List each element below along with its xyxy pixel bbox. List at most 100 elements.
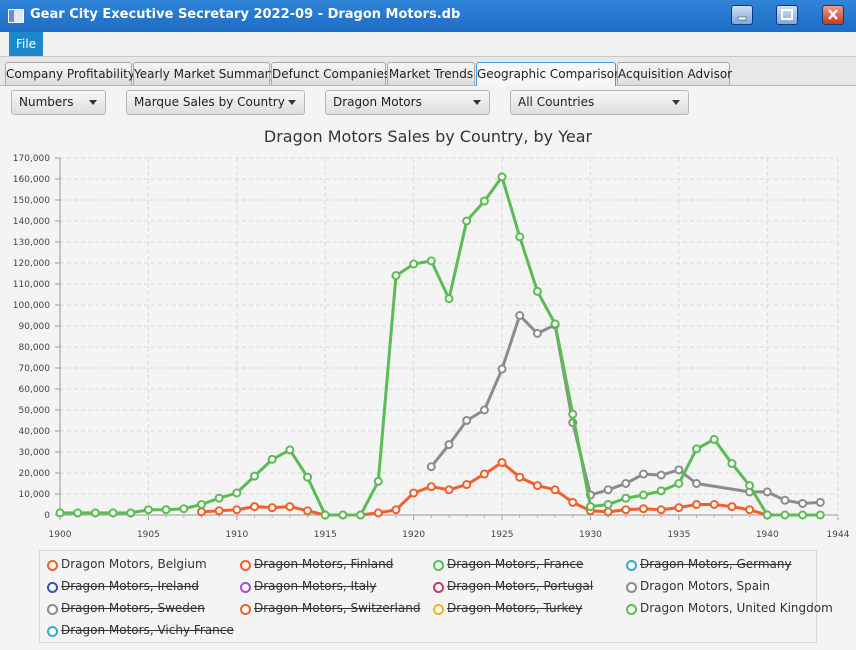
- data-point-united-kingdom: [426, 256, 436, 266]
- tab-yearly-market-summary[interactable]: Yearly Market Summary: [133, 62, 277, 85]
- data-point-united-kingdom: [745, 481, 755, 491]
- y-tick-label: 60,000: [19, 385, 51, 395]
- y-tick-label: 90,000: [19, 322, 51, 332]
- x-tick-label: 1910: [225, 530, 248, 540]
- data-point-belgium: [745, 505, 755, 515]
- legend-marker-icon: [47, 626, 58, 637]
- data-point-united-kingdom: [497, 172, 507, 182]
- legend-marker-icon: [240, 604, 251, 615]
- legend-marker-icon: [626, 560, 637, 571]
- data-point-united-kingdom: [479, 196, 489, 206]
- close-button[interactable]: [822, 5, 844, 25]
- legend-marker-icon: [433, 582, 444, 593]
- data-point-united-kingdom: [126, 508, 136, 518]
- x-tick-label: 1930: [579, 530, 602, 540]
- data-point-belgium: [479, 469, 489, 479]
- data-point-belgium: [550, 485, 560, 495]
- legend-label: Dragon Motors, Finland: [254, 557, 394, 571]
- x-tick-label: 1920: [402, 530, 425, 540]
- data-point-united-kingdom: [108, 508, 118, 518]
- data-point-belgium: [303, 506, 313, 516]
- data-point-united-kingdom: [550, 319, 560, 329]
- data-point-united-kingdom: [674, 479, 684, 488]
- y-tick-label: 20,000: [19, 469, 51, 479]
- data-point-belgium: [426, 482, 436, 492]
- data-point-united-kingdom: [409, 259, 419, 269]
- tab-acquisition-advisor[interactable]: Acquisition Advisor: [617, 62, 732, 85]
- series-line-spain: [430, 314, 821, 505]
- legend-label: Dragon Motors, Ireland: [61, 579, 199, 593]
- maximize-button[interactable]: [776, 5, 798, 25]
- data-point-belgium: [709, 500, 719, 509]
- data-point-united-kingdom: [214, 493, 224, 503]
- data-point-united-kingdom: [267, 454, 277, 464]
- legend-marker-icon: [240, 582, 251, 593]
- legend-label: Dragon Motors, Vichy France: [61, 623, 234, 637]
- data-point-united-kingdom: [285, 445, 295, 455]
- x-tick-label: 1944: [827, 530, 850, 540]
- report-select[interactable]: Marque Sales by Country: [126, 90, 305, 115]
- mode-select-value: Numbers: [19, 95, 74, 109]
- x-tick-label: 1940: [756, 530, 779, 540]
- menu-file[interactable]: File: [9, 32, 43, 56]
- data-point-united-kingdom: [196, 500, 206, 509]
- series-line-united-kingdom: [60, 175, 821, 517]
- data-point-spain: [479, 405, 489, 415]
- data-point-spain: [639, 469, 648, 479]
- data-point-united-kingdom: [585, 502, 595, 512]
- data-point-united-kingdom: [639, 490, 648, 500]
- data-point-united-kingdom: [621, 493, 631, 503]
- y-tick-label: 170,000: [13, 154, 50, 164]
- legend-marker-icon: [433, 560, 444, 571]
- chevron-down-icon: [288, 100, 296, 105]
- data-point-belgium: [532, 481, 542, 491]
- y-tick-label: 40,000: [19, 427, 51, 437]
- y-tick-label: 110,000: [13, 280, 50, 290]
- minimize-button[interactable]: [731, 5, 753, 25]
- data-point-spain: [762, 487, 772, 497]
- company-select[interactable]: Dragon Motors: [325, 90, 490, 115]
- data-point-united-kingdom: [727, 459, 737, 469]
- mode-select[interactable]: Numbers: [11, 90, 106, 115]
- country-select[interactable]: All Countries: [510, 90, 689, 115]
- y-tick-label: 10,000: [19, 490, 51, 500]
- company-select-value: Dragon Motors: [333, 95, 422, 109]
- tab-company-profitability[interactable]: Company Profitability: [5, 62, 135, 85]
- data-point-spain: [444, 440, 454, 450]
- data-point-united-kingdom: [143, 505, 153, 515]
- tab-geographic-comparison[interactable]: Geographic Comparison: [476, 62, 622, 86]
- data-point-united-kingdom: [373, 476, 383, 486]
- y-tick-label: 80,000: [19, 343, 51, 353]
- data-point-belgium: [232, 505, 242, 515]
- data-point-belgium: [409, 488, 419, 498]
- data-point-united-kingdom: [250, 471, 259, 481]
- data-point-united-kingdom: [798, 510, 808, 520]
- menu-bar: [0, 32, 856, 57]
- legend-marker-icon: [47, 560, 58, 571]
- tab-market-trends[interactable]: Market Trends: [387, 62, 475, 85]
- data-point-united-kingdom: [656, 486, 666, 496]
- data-point-belgium: [621, 505, 631, 515]
- window-title: Gear City Executive Secretary 2022-09 - …: [30, 7, 461, 22]
- data-point-united-kingdom: [444, 294, 454, 304]
- legend-label: Dragon Motors, Portugal: [447, 579, 594, 593]
- x-tick-label: 1925: [491, 530, 514, 540]
- tab-defunct-companies[interactable]: Defunct Companies: [271, 62, 390, 85]
- legend-label: Dragon Motors, Spain: [640, 579, 770, 593]
- data-point-belgium: [603, 507, 613, 517]
- x-tick-label: 1900: [49, 530, 72, 540]
- data-point-belgium: [462, 480, 472, 490]
- data-point-belgium: [656, 505, 666, 515]
- data-point-united-kingdom: [303, 472, 313, 482]
- legend-marker-icon: [626, 582, 637, 593]
- data-point-united-kingdom: [532, 286, 542, 296]
- data-point-spain: [780, 495, 790, 505]
- country-select-value: All Countries: [518, 95, 595, 109]
- legend-label: Dragon Motors, Sweden: [61, 601, 205, 615]
- data-point-united-kingdom: [709, 434, 719, 444]
- data-point-belgium: [497, 458, 507, 467]
- y-tick-label: 30,000: [19, 448, 51, 458]
- legend-marker-icon: [47, 604, 58, 615]
- data-point-united-kingdom: [515, 232, 525, 242]
- title-bar: Gear City Executive Secretary 2022-09 - …: [0, 0, 856, 32]
